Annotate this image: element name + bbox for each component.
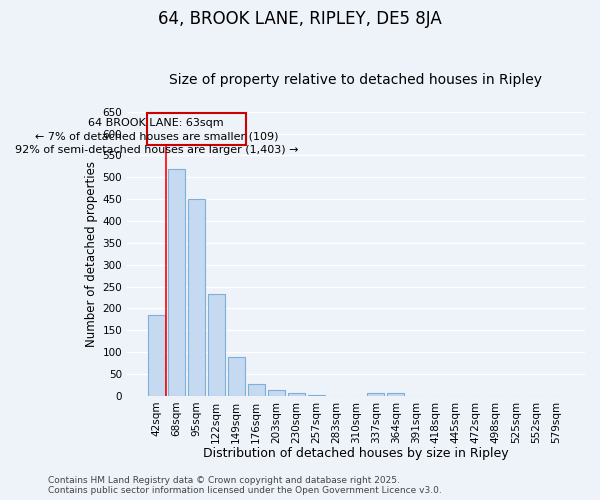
FancyBboxPatch shape [147,112,246,146]
Bar [227,358,245,396]
Y-axis label: Number of detached properties: Number of detached properties [85,161,98,347]
Bar [268,390,284,396]
Bar [208,294,224,396]
Bar [168,168,185,396]
Bar [148,315,165,396]
Text: 64 BROOK LANE: 63sqm
← 7% of detached houses are smaller (109)
92% of semi-detac: 64 BROOK LANE: 63sqm ← 7% of detached ho… [14,118,298,154]
Bar [248,384,265,396]
Title: Size of property relative to detached houses in Ripley: Size of property relative to detached ho… [169,73,542,87]
X-axis label: Distribution of detached houses by size in Ripley: Distribution of detached houses by size … [203,447,509,460]
Text: Contains HM Land Registry data © Crown copyright and database right 2025.
Contai: Contains HM Land Registry data © Crown c… [48,476,442,495]
Bar [287,393,305,396]
Bar [308,394,325,396]
Bar [367,393,385,396]
Bar [188,199,205,396]
Text: 64, BROOK LANE, RIPLEY, DE5 8JA: 64, BROOK LANE, RIPLEY, DE5 8JA [158,10,442,28]
Bar [388,393,404,396]
